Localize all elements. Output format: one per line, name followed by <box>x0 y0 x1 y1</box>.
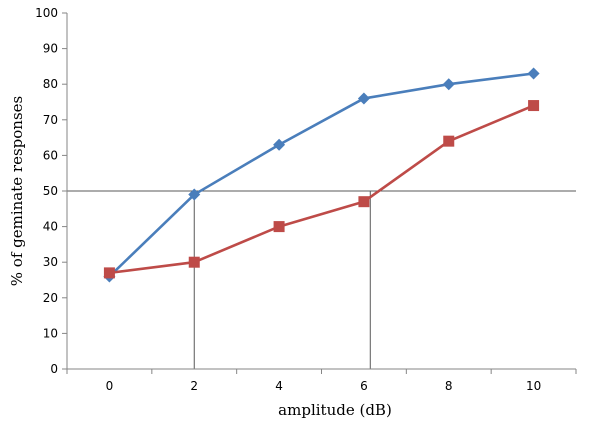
x-axis-title: amplitude (dB) <box>278 401 392 419</box>
series-2-point <box>103 267 115 279</box>
series-2-point <box>443 135 455 147</box>
series-2-point <box>273 221 285 233</box>
x-tick-label: 2 <box>190 379 198 393</box>
x-tick-label: 0 <box>106 379 114 393</box>
series-2-point <box>358 196 370 208</box>
series-1-point <box>442 78 455 91</box>
series-2-line <box>109 104 535 275</box>
y-tick-label: 80 <box>43 77 58 91</box>
y-tick-label: 60 <box>43 148 58 162</box>
y-tick-label: 20 <box>43 291 58 305</box>
series-markers <box>103 67 540 283</box>
y-tick-label: 10 <box>43 326 58 340</box>
series-1-point <box>527 67 540 80</box>
y-axis-ticks: 0 10 20 30 40 50 60 70 80 90 100 <box>35 6 67 376</box>
series-1-point <box>188 188 201 201</box>
x-tick-label: 10 <box>526 379 541 393</box>
series-1-point <box>357 92 370 105</box>
series-1-point <box>273 138 286 151</box>
x-axis-ticks: 0 2 4 6 8 10 <box>66 369 577 393</box>
x-tick-label: 8 <box>445 379 453 393</box>
y-tick-label: 40 <box>43 220 58 234</box>
reference-lines <box>67 190 576 369</box>
x-tick-label: 4 <box>275 379 283 393</box>
y-tick-label: 50 <box>43 184 58 198</box>
y-tick-label: 90 <box>43 42 58 56</box>
series-1-line <box>108 72 534 278</box>
y-tick-label: 30 <box>43 255 58 269</box>
axes <box>66 13 576 370</box>
y-tick-label: 0 <box>50 362 58 376</box>
series-2-point <box>188 256 200 268</box>
series-lines <box>108 72 535 278</box>
y-tick-label: 70 <box>43 113 58 127</box>
x-tick-label: 6 <box>360 379 368 393</box>
y-axis-title: % of geminate responses <box>8 96 26 286</box>
y-tick-label: 100 <box>35 6 58 20</box>
series-2-point <box>528 100 540 112</box>
